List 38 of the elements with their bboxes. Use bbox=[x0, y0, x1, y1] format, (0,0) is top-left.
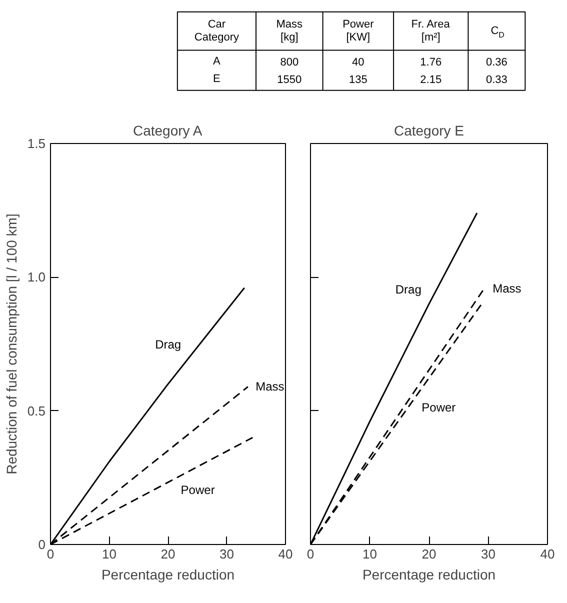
text: 1.76 bbox=[420, 56, 442, 69]
x-tick-label: 10 bbox=[102, 546, 116, 562]
text: 1550 bbox=[277, 74, 302, 86]
text: A bbox=[213, 56, 220, 68]
x-tick-label: 30 bbox=[481, 546, 496, 562]
x-axis-title: Percentage reduction bbox=[362, 566, 496, 582]
x-tick-label: 0 bbox=[306, 546, 314, 562]
text: 0.33 bbox=[486, 74, 508, 86]
x-tick-label: 30 bbox=[220, 546, 234, 562]
series-label: Power bbox=[422, 400, 456, 414]
category-label: Car Category bbox=[194, 18, 240, 44]
series-label: Drag bbox=[155, 337, 182, 352]
y-tick-label: 0.5 bbox=[27, 403, 46, 418]
x-tick-label: 40 bbox=[278, 546, 293, 562]
y-tick-label: 1.0 bbox=[27, 270, 46, 285]
category-label: Mass [kg] bbox=[276, 18, 304, 44]
text: 40 bbox=[352, 56, 364, 69]
series-label: Mass bbox=[256, 379, 284, 394]
text: 135 bbox=[348, 74, 368, 86]
x-tick-label: 40 bbox=[540, 546, 555, 562]
series-label: Mass bbox=[492, 281, 522, 296]
series-label: Power bbox=[180, 483, 215, 498]
text: 800 bbox=[280, 56, 299, 69]
text: E bbox=[213, 73, 220, 85]
chart-title: Category A bbox=[132, 122, 203, 138]
y-tick-label: 1.5 bbox=[27, 136, 46, 151]
category-label: Power [KW] bbox=[342, 18, 374, 44]
y-tick-label: 0 bbox=[38, 537, 46, 552]
x-axis-title: Percentage reduction bbox=[101, 566, 235, 582]
text: 2.15 bbox=[420, 74, 442, 86]
x-tick-label: 20 bbox=[422, 546, 436, 562]
chart-title: Category E bbox=[394, 122, 464, 138]
x-tick-label: 20 bbox=[160, 546, 176, 562]
y-axis-title: Reduction of fuel consumption [l / 100 km] bbox=[3, 214, 20, 474]
category-label: Fr. Area [m²] bbox=[411, 18, 451, 44]
x-tick-label: 10 bbox=[362, 546, 377, 562]
series-label: Drag bbox=[395, 282, 422, 296]
text: 0.36 bbox=[486, 56, 508, 69]
